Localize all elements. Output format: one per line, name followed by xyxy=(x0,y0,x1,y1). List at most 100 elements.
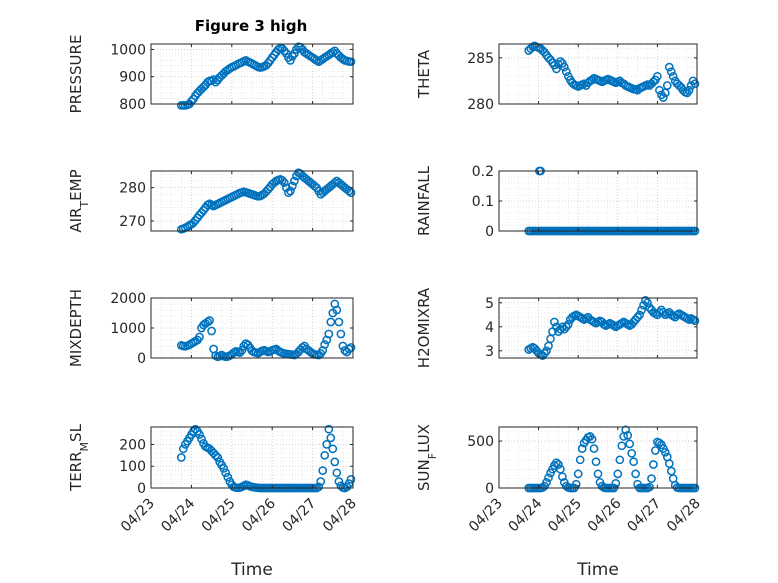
panel-sun_flux-xtick-label: 04/24 xyxy=(506,495,546,535)
panel-pressure-axes xyxy=(150,43,354,105)
panel-sun_flux-point xyxy=(655,438,664,448)
panel-theta-point xyxy=(666,67,676,77)
panel-sun_flux-ytick-label: 500 xyxy=(467,434,494,450)
panel-sun_flux-point xyxy=(544,473,553,483)
panel-terr_msl-xtick-label: 04/25 xyxy=(199,496,239,536)
panel-mixdepth-point xyxy=(320,340,330,349)
panel-theta-point xyxy=(649,77,658,87)
panel-sun_flux-point xyxy=(615,455,625,465)
panel-rainfall-ytick-label: 0.2 xyxy=(472,164,494,180)
panel-sun_flux-point xyxy=(631,469,640,479)
panel-air_temp-ylabel: AIRTEMP xyxy=(67,169,91,232)
panel-air_temp-axes xyxy=(150,170,354,232)
panel-air_temp-point xyxy=(288,181,297,191)
panel-air_temp-point xyxy=(286,186,295,196)
panel-theta-point xyxy=(653,71,662,81)
panel-sun_flux-point xyxy=(577,444,587,453)
panel-terr_msl-xtick-label: 04/23 xyxy=(118,496,158,536)
panel-terr_msl-point xyxy=(326,433,336,443)
panel-h2omixra-ytick-label: 5 xyxy=(485,296,494,312)
panel-air_temp-point xyxy=(279,178,289,188)
panel-pressure-point xyxy=(286,56,295,65)
panel-sun_flux-point xyxy=(613,469,623,479)
panel-sun_flux-point xyxy=(651,446,660,455)
panel-terr_msl-ylabel: TERRMSL xyxy=(67,423,91,492)
panel-mixdepth-point xyxy=(324,329,334,339)
panel-h2omixra-point xyxy=(563,320,573,329)
panel-mixdepth-point xyxy=(346,343,356,352)
panel-terr_msl-point xyxy=(346,474,356,484)
panel-sun_flux-point xyxy=(660,447,670,457)
panel-terr_msl-xtick-label: 04/24 xyxy=(158,495,198,535)
panel-sun_flux-xlabel: Time xyxy=(576,560,619,580)
panel-terr_msl-point xyxy=(211,450,220,460)
panel-mixdepth-point xyxy=(195,332,204,342)
panel-theta-point xyxy=(556,57,565,66)
panel-rainfall-ytick-label: 0.1 xyxy=(472,194,494,210)
panel-sun_flux-point xyxy=(575,455,585,465)
panel-sun_flux-xtick-label: 04/26 xyxy=(585,495,625,535)
panel-terr_msl-xtick-label: 04/28 xyxy=(320,496,360,536)
panel-pressure-point xyxy=(187,96,196,106)
panel-mixdepth-ylabel: MIXDEPTH xyxy=(67,289,85,367)
panel-sun_flux-point xyxy=(666,466,676,476)
panel-terr_msl-point xyxy=(176,453,186,462)
panel-sun_flux-point xyxy=(627,448,637,458)
panel-terr_msl-xtick-label: 04/27 xyxy=(280,496,320,536)
panel-h2omixra-point xyxy=(542,346,551,356)
panel-terr_msl-point xyxy=(328,444,338,454)
panel-theta-point xyxy=(561,67,571,77)
panel-h2omixra-ytick-label: 3 xyxy=(485,344,494,360)
panel-terr_msl-point xyxy=(197,434,206,444)
panel-h2omixra-point xyxy=(550,317,559,327)
panel-terr_msl-point xyxy=(322,440,332,449)
panel-terr_msl-ytick-label: 200 xyxy=(119,437,146,453)
panel-rainfall-ylabel: RAINFALL xyxy=(415,165,433,236)
panel-sun_flux-point xyxy=(558,472,567,482)
panel-sun_flux-point xyxy=(621,425,631,435)
panel-sun_flux-point xyxy=(649,460,658,469)
panel-h2omixra-point xyxy=(658,308,668,317)
panel-h2omixra-point xyxy=(561,322,571,332)
panel-mixdepth-point xyxy=(235,348,245,357)
panel-sun_flux-point xyxy=(593,469,603,479)
panel-sun_flux-point xyxy=(556,464,565,474)
panel-theta-point xyxy=(559,62,569,72)
panel-sun_flux-point xyxy=(617,441,627,451)
panel-sun_flux-axes xyxy=(498,426,698,489)
panel-sun_flux-point xyxy=(629,457,638,467)
figure-title: Figure 3 high xyxy=(195,17,308,35)
panel-theta-point xyxy=(587,75,597,85)
panel-terr_msl-point xyxy=(316,477,326,486)
panel-air_temp-ytick-label: 280 xyxy=(119,181,146,197)
panel-mixdepth-point xyxy=(205,316,214,325)
panel-theta-ytick-label: 280 xyxy=(467,97,494,113)
panel-mixdepth-ytick-label: 1000 xyxy=(110,321,146,337)
panel-terr_msl-ytick-label: 100 xyxy=(119,459,146,475)
panel-h2omixra-ylabel: H2OMIXRA xyxy=(415,287,433,368)
panel-theta-ytick-label: 285 xyxy=(467,51,494,67)
panel-h2omixra-point xyxy=(643,298,652,308)
panel-sun_flux-point xyxy=(625,439,635,449)
panel-pressure-ytick-label: 900 xyxy=(119,70,146,86)
panel-air_temp-point xyxy=(290,176,299,186)
panel-theta-point xyxy=(664,62,674,72)
panel-sun_flux-xtick-label: 04/25 xyxy=(545,496,585,536)
panel-sun_flux-xtick-label: 04/27 xyxy=(624,496,664,536)
panel-h2omixra-ytick-label: 4 xyxy=(485,320,494,336)
panel-terr_msl-xtick-label: 04/26 xyxy=(239,495,279,535)
panel-air_temp-point xyxy=(277,175,287,185)
panel-pressure-ytick-label: 1000 xyxy=(110,42,146,58)
panel-mixdepth-point xyxy=(334,317,344,327)
panel-pressure-point xyxy=(346,57,356,67)
panel-sun_flux-point xyxy=(611,478,621,488)
panel-sun_flux-xtick-label: 04/28 xyxy=(664,496,704,536)
panel-terr_msl-axes xyxy=(150,426,354,489)
panel-h2omixra-point xyxy=(635,310,644,320)
panel-mixdepth-point xyxy=(237,345,247,355)
panel-terr_msl-point xyxy=(318,466,328,475)
panel-mixdepth-point xyxy=(207,326,216,336)
panel-terr_msl-ytick-label: 0 xyxy=(137,481,146,497)
panel-mixdepth-point xyxy=(203,317,212,327)
panel-terr_msl-point xyxy=(332,468,342,478)
